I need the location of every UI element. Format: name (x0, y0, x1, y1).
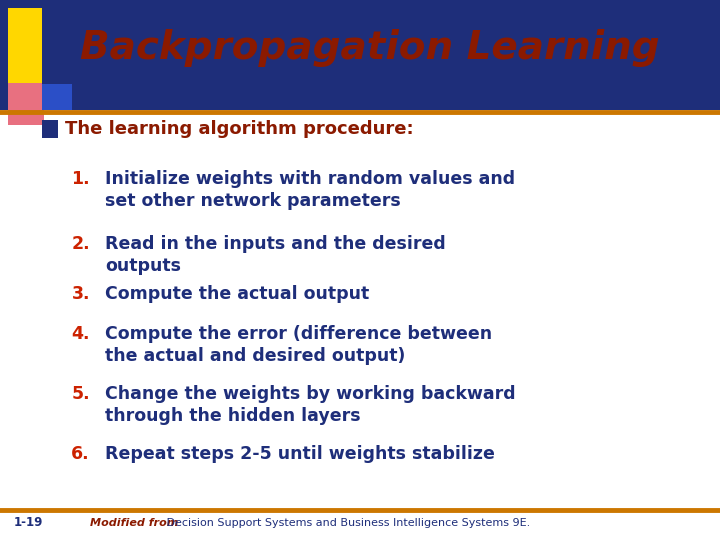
Text: 3.: 3. (71, 285, 90, 303)
Text: Decision Support Systems and Business Intelligence Systems 9E.: Decision Support Systems and Business In… (163, 518, 530, 528)
Text: Change the weights by working backward: Change the weights by working backward (105, 385, 516, 403)
Text: Modified from: Modified from (90, 518, 179, 528)
Text: The learning algorithm procedure:: The learning algorithm procedure: (65, 120, 413, 138)
Text: 1-19: 1-19 (14, 516, 43, 530)
Bar (42, 84, 72, 110)
Text: Read in the inputs and the desired: Read in the inputs and the desired (105, 235, 446, 253)
Text: set other network parameters: set other network parameters (105, 192, 401, 210)
Bar (42, 8, 72, 88)
Text: 4.: 4. (71, 325, 90, 343)
Bar (42, 120, 58, 138)
Text: Backpropagation Learning: Backpropagation Learning (80, 29, 660, 67)
Text: 5.: 5. (71, 385, 90, 403)
Text: 6.: 6. (71, 445, 90, 463)
Bar (0, 0, 720, 110)
Text: Compute the actual output: Compute the actual output (105, 285, 369, 303)
Text: 1.: 1. (71, 170, 90, 188)
Bar (8, 83, 44, 125)
Text: 2.: 2. (71, 235, 90, 253)
Text: Initialize weights with random values and: Initialize weights with random values an… (105, 170, 515, 188)
Text: Repeat steps 2-5 until weights stabilize: Repeat steps 2-5 until weights stabilize (105, 445, 495, 463)
Bar (8, 8, 60, 88)
Text: through the hidden layers: through the hidden layers (105, 407, 361, 425)
Text: Compute the error (difference between: Compute the error (difference between (105, 325, 492, 343)
Text: the actual and desired output): the actual and desired output) (105, 347, 405, 365)
Text: outputs: outputs (105, 257, 181, 275)
